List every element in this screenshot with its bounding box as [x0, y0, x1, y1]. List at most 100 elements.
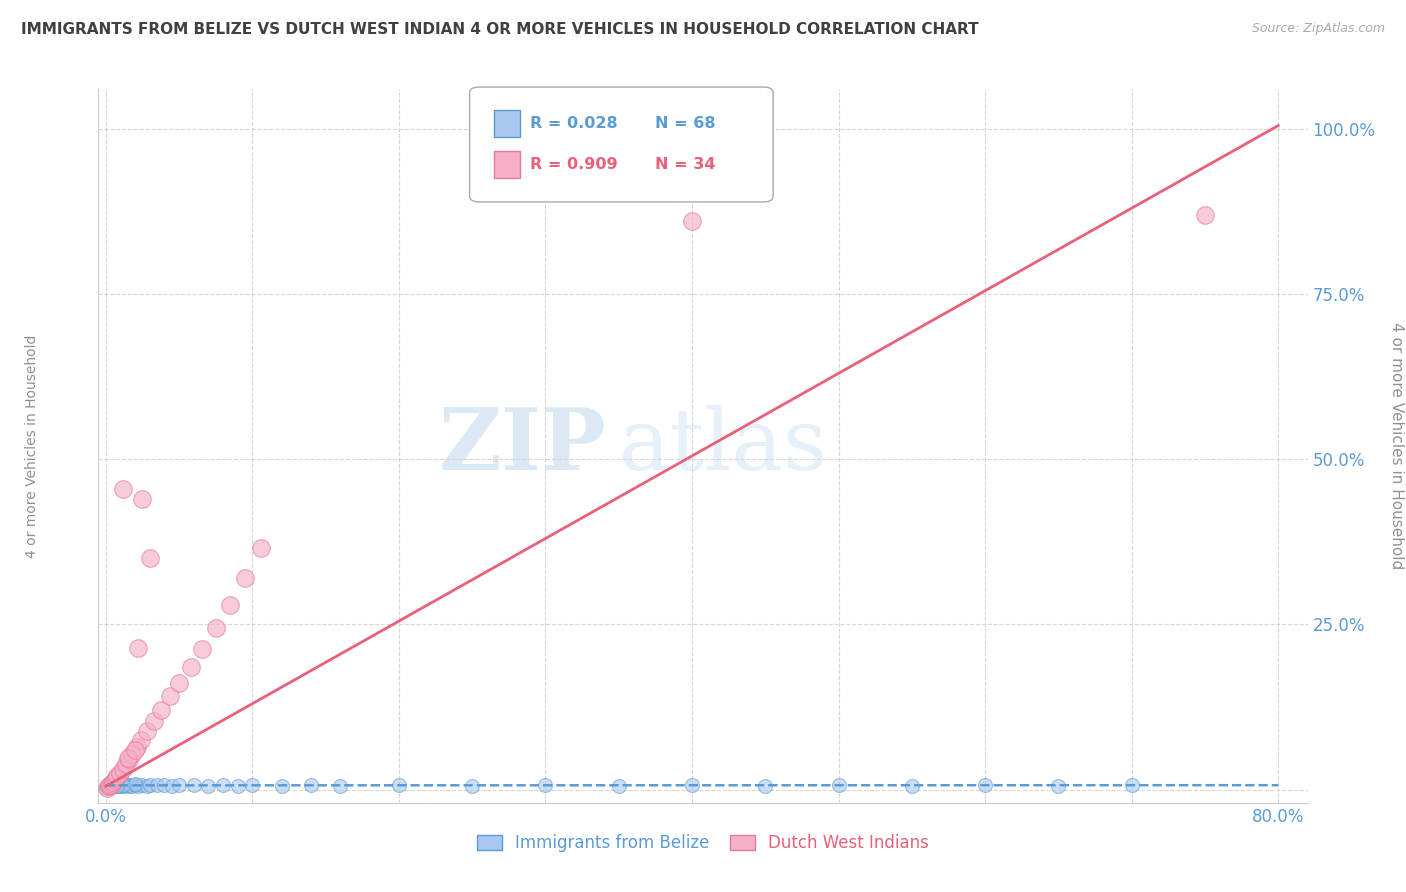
Point [226, 779, 249, 793]
Point [388, 778, 411, 792]
Point [100, 778, 122, 792]
Point [98, 777, 121, 791]
Point [97, 777, 120, 791]
Point [124, 777, 146, 791]
Point [250, 541, 273, 555]
Point [270, 779, 292, 793]
Point [107, 777, 129, 791]
Point [118, 778, 141, 792]
Point [100, 777, 122, 791]
Point [1194, 208, 1216, 222]
Point [103, 773, 125, 788]
Point [461, 779, 484, 793]
Point [827, 778, 849, 792]
Point [150, 703, 173, 717]
Point [107, 769, 129, 783]
Point [107, 779, 129, 793]
Point [167, 675, 190, 690]
Point [115, 777, 138, 791]
Point [121, 747, 143, 761]
Point [101, 778, 124, 792]
Point [112, 762, 135, 776]
FancyBboxPatch shape [470, 87, 773, 202]
Point [108, 779, 131, 793]
Text: ZIP: ZIP [439, 404, 606, 488]
Point [135, 724, 157, 739]
Point [98, 778, 121, 792]
Point [100, 777, 122, 791]
Point [153, 778, 176, 792]
Point [105, 778, 128, 792]
Text: IMMIGRANTS FROM BELIZE VS DUTCH WEST INDIAN 4 OR MORE VEHICLES IN HOUSEHOLD CORR: IMMIGRANTS FROM BELIZE VS DUTCH WEST IND… [21, 22, 979, 37]
Point [97, 779, 120, 793]
Point [901, 779, 924, 793]
Point [191, 641, 214, 656]
Point [105, 777, 128, 791]
Point [111, 778, 134, 792]
Point [124, 743, 146, 757]
Text: atlas: atlas [619, 404, 828, 488]
Point [97, 780, 120, 794]
Point [212, 778, 235, 792]
Point [97, 778, 120, 792]
Point [97, 779, 120, 793]
Point [240, 778, 263, 792]
Point [180, 659, 202, 673]
Point [135, 779, 157, 793]
Point [108, 778, 131, 792]
Point [103, 777, 125, 791]
Point [112, 779, 135, 793]
Point [607, 779, 630, 793]
Point [100, 779, 122, 793]
Point [167, 778, 190, 792]
FancyBboxPatch shape [494, 152, 520, 178]
Point [138, 551, 160, 566]
Point [974, 778, 997, 792]
Point [1047, 779, 1070, 793]
Point [127, 779, 149, 793]
Point [233, 571, 256, 585]
Point [159, 690, 181, 704]
Legend: Immigrants from Belize, Dutch West Indians: Immigrants from Belize, Dutch West India… [471, 828, 935, 859]
Point [107, 779, 129, 793]
Point [112, 482, 135, 496]
Y-axis label: 4 or more Vehicles in Household: 4 or more Vehicles in Household [1389, 322, 1405, 570]
Point [219, 599, 242, 613]
FancyBboxPatch shape [494, 110, 520, 137]
Point [105, 779, 128, 793]
Point [110, 766, 132, 780]
Text: R = 0.909: R = 0.909 [530, 157, 617, 172]
Point [124, 778, 146, 792]
Text: 4 or more Vehicles in Household: 4 or more Vehicles in Household [25, 334, 39, 558]
Point [98, 779, 121, 793]
Point [197, 779, 219, 793]
Point [125, 740, 148, 755]
Point [204, 621, 226, 635]
Point [96, 780, 118, 795]
Point [754, 779, 776, 793]
Point [112, 778, 135, 792]
Point [103, 779, 125, 793]
Point [100, 780, 122, 794]
Point [160, 779, 183, 793]
Point [329, 779, 352, 793]
Point [110, 779, 132, 793]
Point [138, 778, 160, 792]
Point [129, 733, 152, 747]
Text: Source: ZipAtlas.com: Source: ZipAtlas.com [1251, 22, 1385, 36]
Point [96, 779, 118, 793]
Point [101, 774, 124, 789]
Point [98, 779, 121, 793]
Point [105, 772, 128, 786]
Point [115, 757, 138, 772]
Text: N = 34: N = 34 [655, 157, 716, 172]
Point [299, 778, 322, 792]
Point [681, 778, 703, 792]
Point [101, 777, 124, 791]
Point [131, 778, 153, 792]
Point [121, 779, 143, 793]
Point [98, 779, 121, 793]
Point [101, 779, 124, 793]
Point [96, 780, 118, 794]
Point [117, 779, 139, 793]
